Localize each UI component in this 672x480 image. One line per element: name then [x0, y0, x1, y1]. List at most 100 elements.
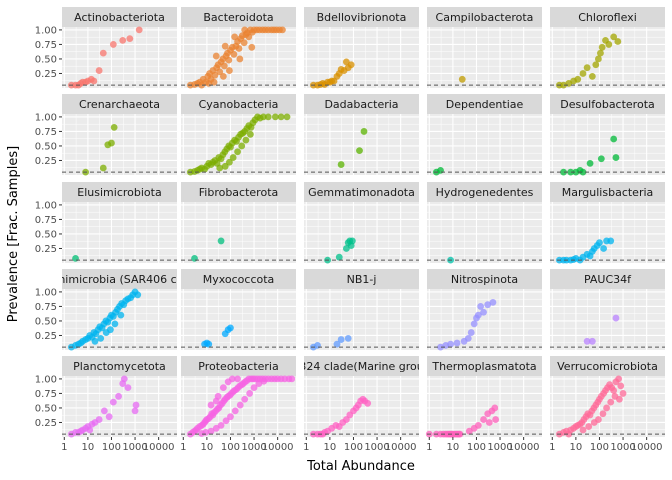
facet-strip	[550, 94, 665, 114]
data-point	[90, 77, 98, 85]
data-point	[220, 62, 228, 70]
data-point	[619, 390, 627, 397]
data-point	[600, 245, 608, 252]
x-tick-label: 10000	[508, 442, 540, 453]
x-tick-label: 100	[221, 442, 240, 453]
data-point	[567, 168, 575, 176]
data-point	[579, 70, 587, 77]
facet-strip-label: Dadabacteria	[324, 98, 398, 111]
data-point	[447, 340, 454, 348]
data-point	[271, 113, 279, 121]
facet-strip	[304, 356, 419, 376]
data-point	[612, 314, 620, 322]
data-point	[477, 303, 485, 310]
data-point	[228, 375, 236, 383]
x-tick-label: 10000	[262, 442, 294, 453]
data-point	[610, 33, 618, 41]
facet-strip	[550, 7, 665, 27]
x-tick-label: 1000	[122, 442, 147, 453]
data-point	[245, 33, 253, 41]
facet-strip	[181, 94, 296, 114]
data-point	[337, 336, 345, 343]
facet-panel: Cyanobacteria	[181, 94, 296, 176]
facet-strip	[427, 356, 542, 376]
x-tick-label: 100	[344, 442, 363, 453]
data-point	[222, 417, 230, 425]
data-point	[212, 397, 220, 405]
data-point	[72, 254, 79, 262]
data-point	[247, 130, 254, 138]
y-tick-label: 1.00	[35, 25, 57, 36]
axes: Total Abundance Prevalence [Frac. Samples…	[6, 146, 415, 474]
x-tick-label: 10000	[385, 442, 417, 453]
y-tick-label: 0.75	[35, 389, 57, 400]
facet-strip-label: Gemmatimonadota	[308, 186, 415, 199]
facet-strip	[304, 182, 419, 202]
facet-strip-label: Bacteroidota	[203, 11, 273, 24]
facet-panels: Actinobacteriota 0.25 0.50 0.75 1.00 Bacteroi…	[35, 7, 665, 453]
y-tick-label: 0.75	[35, 127, 57, 138]
data-point	[231, 407, 239, 415]
data-point	[583, 337, 591, 345]
data-point	[117, 311, 125, 319]
data-point	[484, 301, 492, 309]
facet-strip-label: Myxococcota	[203, 273, 275, 286]
y-tick-label: 1.00	[35, 112, 57, 123]
data-point	[248, 43, 256, 51]
facet-strip-label: Actinobacteriota	[74, 11, 165, 24]
facet-panel: Crenarchaeota 0.25 0.50 0.75 1.00	[35, 94, 177, 176]
panel-background	[550, 27, 665, 88]
facet-strip	[427, 7, 542, 27]
facet-strip	[304, 269, 419, 289]
facet-panel: Myxococcota	[181, 269, 296, 350]
panel-background	[304, 202, 419, 263]
data-point	[246, 390, 254, 397]
panel-background	[62, 27, 177, 88]
data-point	[586, 159, 594, 167]
data-point	[588, 337, 596, 345]
data-point	[594, 55, 602, 63]
data-point	[217, 237, 225, 245]
facet-strip	[550, 356, 665, 376]
data-point	[583, 64, 591, 72]
facet-strip-label: Campilobacterota	[436, 11, 534, 24]
data-point	[99, 49, 107, 57]
data-point	[437, 343, 444, 351]
facet-panel: NB1-j	[304, 269, 419, 351]
x-tick-label: 1000	[364, 442, 389, 453]
facet-strip	[181, 269, 296, 289]
data-point	[99, 164, 107, 172]
facet-strip	[62, 7, 177, 27]
data-point	[588, 72, 596, 80]
data-point	[288, 375, 296, 383]
facet-strip	[550, 182, 665, 202]
data-point	[234, 148, 241, 156]
data-point	[279, 26, 286, 34]
y-tick-label: 0.50	[35, 141, 57, 152]
y-tick-label: 0.25	[35, 69, 57, 80]
data-point	[217, 421, 225, 429]
data-point	[235, 45, 243, 52]
y-tick-label: 0.25	[35, 418, 57, 429]
x-tick-label: 1	[426, 442, 432, 453]
data-point	[111, 320, 119, 328]
data-point	[135, 26, 143, 34]
facet-strip-label: Nitrospinota	[451, 273, 518, 286]
data-point	[95, 67, 103, 74]
facet-strip	[427, 269, 542, 289]
data-point	[594, 416, 602, 423]
data-point	[242, 136, 250, 144]
data-point	[597, 155, 605, 163]
data-point	[221, 162, 229, 170]
facet-strip-label: Fibrobacterota	[199, 186, 279, 199]
data-point	[474, 421, 482, 429]
data-point	[585, 423, 593, 430]
data-point	[453, 339, 461, 347]
x-tick-label: 100	[102, 442, 121, 453]
facet-panel: Dadabacteria	[304, 94, 419, 175]
data-point	[236, 401, 244, 409]
data-point	[250, 384, 258, 392]
data-point	[211, 71, 219, 79]
